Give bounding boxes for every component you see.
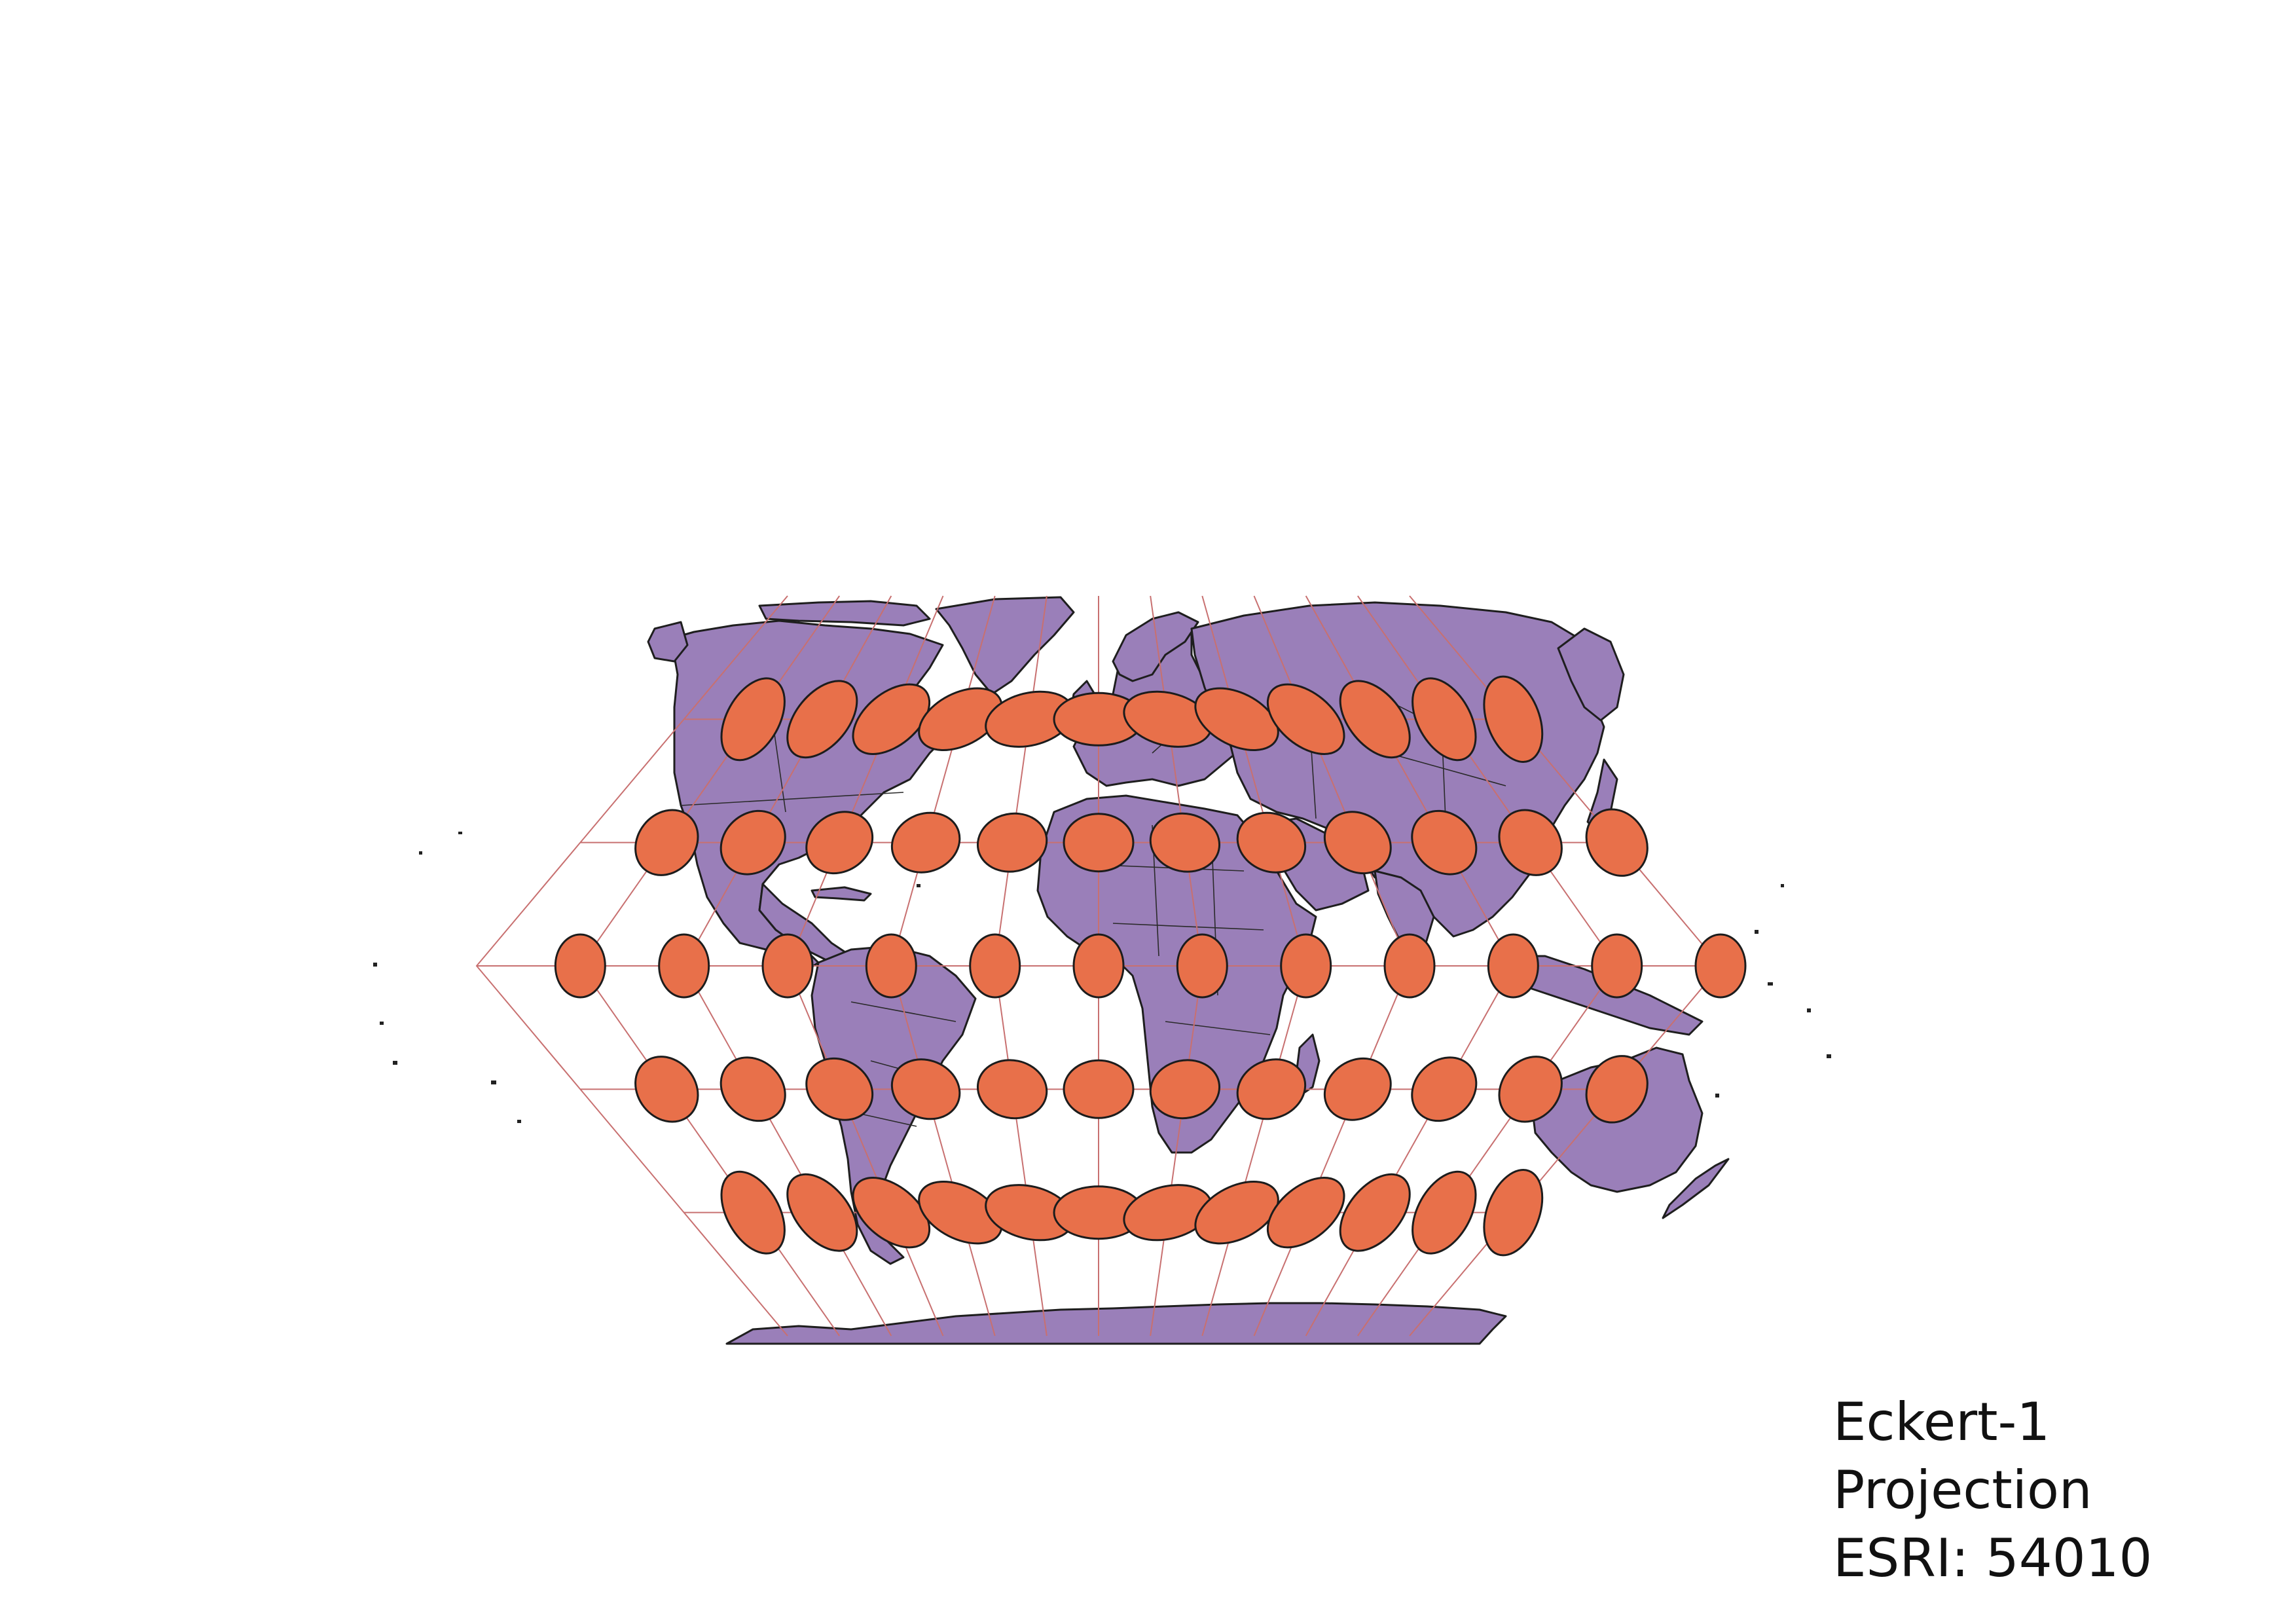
tissot-ellipse [1266,683,1345,755]
tissot-ellipse [918,1181,1003,1245]
caption-projection-word: Projection [1833,1460,2092,1521]
tissot-ellipse [1585,808,1649,877]
tissot-ellipse [852,683,931,755]
tissot-ellipse [634,809,699,876]
tissot-ellipse [1498,1056,1563,1123]
alaska [647,621,689,663]
tissot-ellipse [1339,1173,1411,1252]
tissot-ellipse [1383,933,1436,999]
tissot-ellipse [1483,675,1544,763]
tissot-ellipse [1266,1177,1345,1249]
tissot-ellipse [890,811,961,874]
new-zealand [1662,1158,1730,1219]
scattered-islands [373,832,1831,1123]
southeast-asia [1504,955,1704,1036]
tissot-ellipse [1323,811,1392,875]
tissot-ellipse [720,1170,786,1255]
tissot-ellipse [805,1057,874,1121]
tissot-ellipse [1591,933,1643,999]
tissot-ellipse [1483,1169,1544,1257]
tissot-ellipse [1487,933,1539,999]
tissot-ellipse [852,1177,931,1249]
tissot-ellipse [1194,1181,1279,1245]
tissot-ellipse [1339,680,1411,759]
tissot-ellipse [720,809,786,876]
tissot-ellipse [1072,933,1125,999]
tissot-ellipse [890,1058,961,1120]
scandinavia [1112,611,1199,682]
tissot-ellipse [1063,1059,1135,1119]
tissot-ellipse [786,1173,858,1252]
tissot-ellipse [865,933,917,999]
tissot-ellipse [1236,1058,1307,1120]
caption-projection-name: Eckert-1 [1833,1392,2050,1452]
tissot-ellipse [761,933,814,999]
tissot-ellipse [720,1056,786,1122]
tissot-ellipse [554,933,606,999]
tissot-ellipse [1411,809,1478,876]
tissot-ellipse [786,680,858,759]
tissot-ellipse [1412,1170,1477,1255]
antarctica [725,1302,1507,1345]
tissot-ellipse [1323,1057,1392,1121]
tissot-ellipse [1585,1055,1649,1124]
tissot-ellipse [1063,813,1135,873]
tissot-ellipse [1149,1059,1221,1120]
projection-caption: Eckert-1 Projection ESRI: 54010 [1833,1388,2152,1593]
tissot-ellipse [805,811,874,875]
caption-esri-code: ESRI: 54010 [1833,1528,2153,1589]
tissot-ellipse [1280,933,1332,999]
tissot-ellipse [1149,812,1221,873]
tissot-ellipse [976,1059,1048,1120]
tissot-ellipse [1412,677,1477,762]
tissot-ellipse [918,687,1003,751]
tissot-ellipse [1498,809,1563,876]
tissot-ellipse [1236,811,1307,874]
caribbean [811,886,872,902]
tissot-ellipse [1194,687,1279,751]
tissot-ellipse [720,677,786,762]
tissot-ellipse [969,933,1021,999]
north-america [670,619,964,970]
tissot-ellipse [1411,1056,1478,1122]
tissot-indicatrices [554,675,1747,1257]
tissot-ellipse [1176,933,1228,999]
tissot-ellipse [976,812,1048,873]
tissot-ellipse [634,1056,699,1123]
arctic-islands [758,600,931,627]
tissot-ellipse [1694,933,1747,999]
east-asia [1557,627,1625,722]
greenland [935,596,1075,695]
tissot-ellipse [658,933,710,999]
